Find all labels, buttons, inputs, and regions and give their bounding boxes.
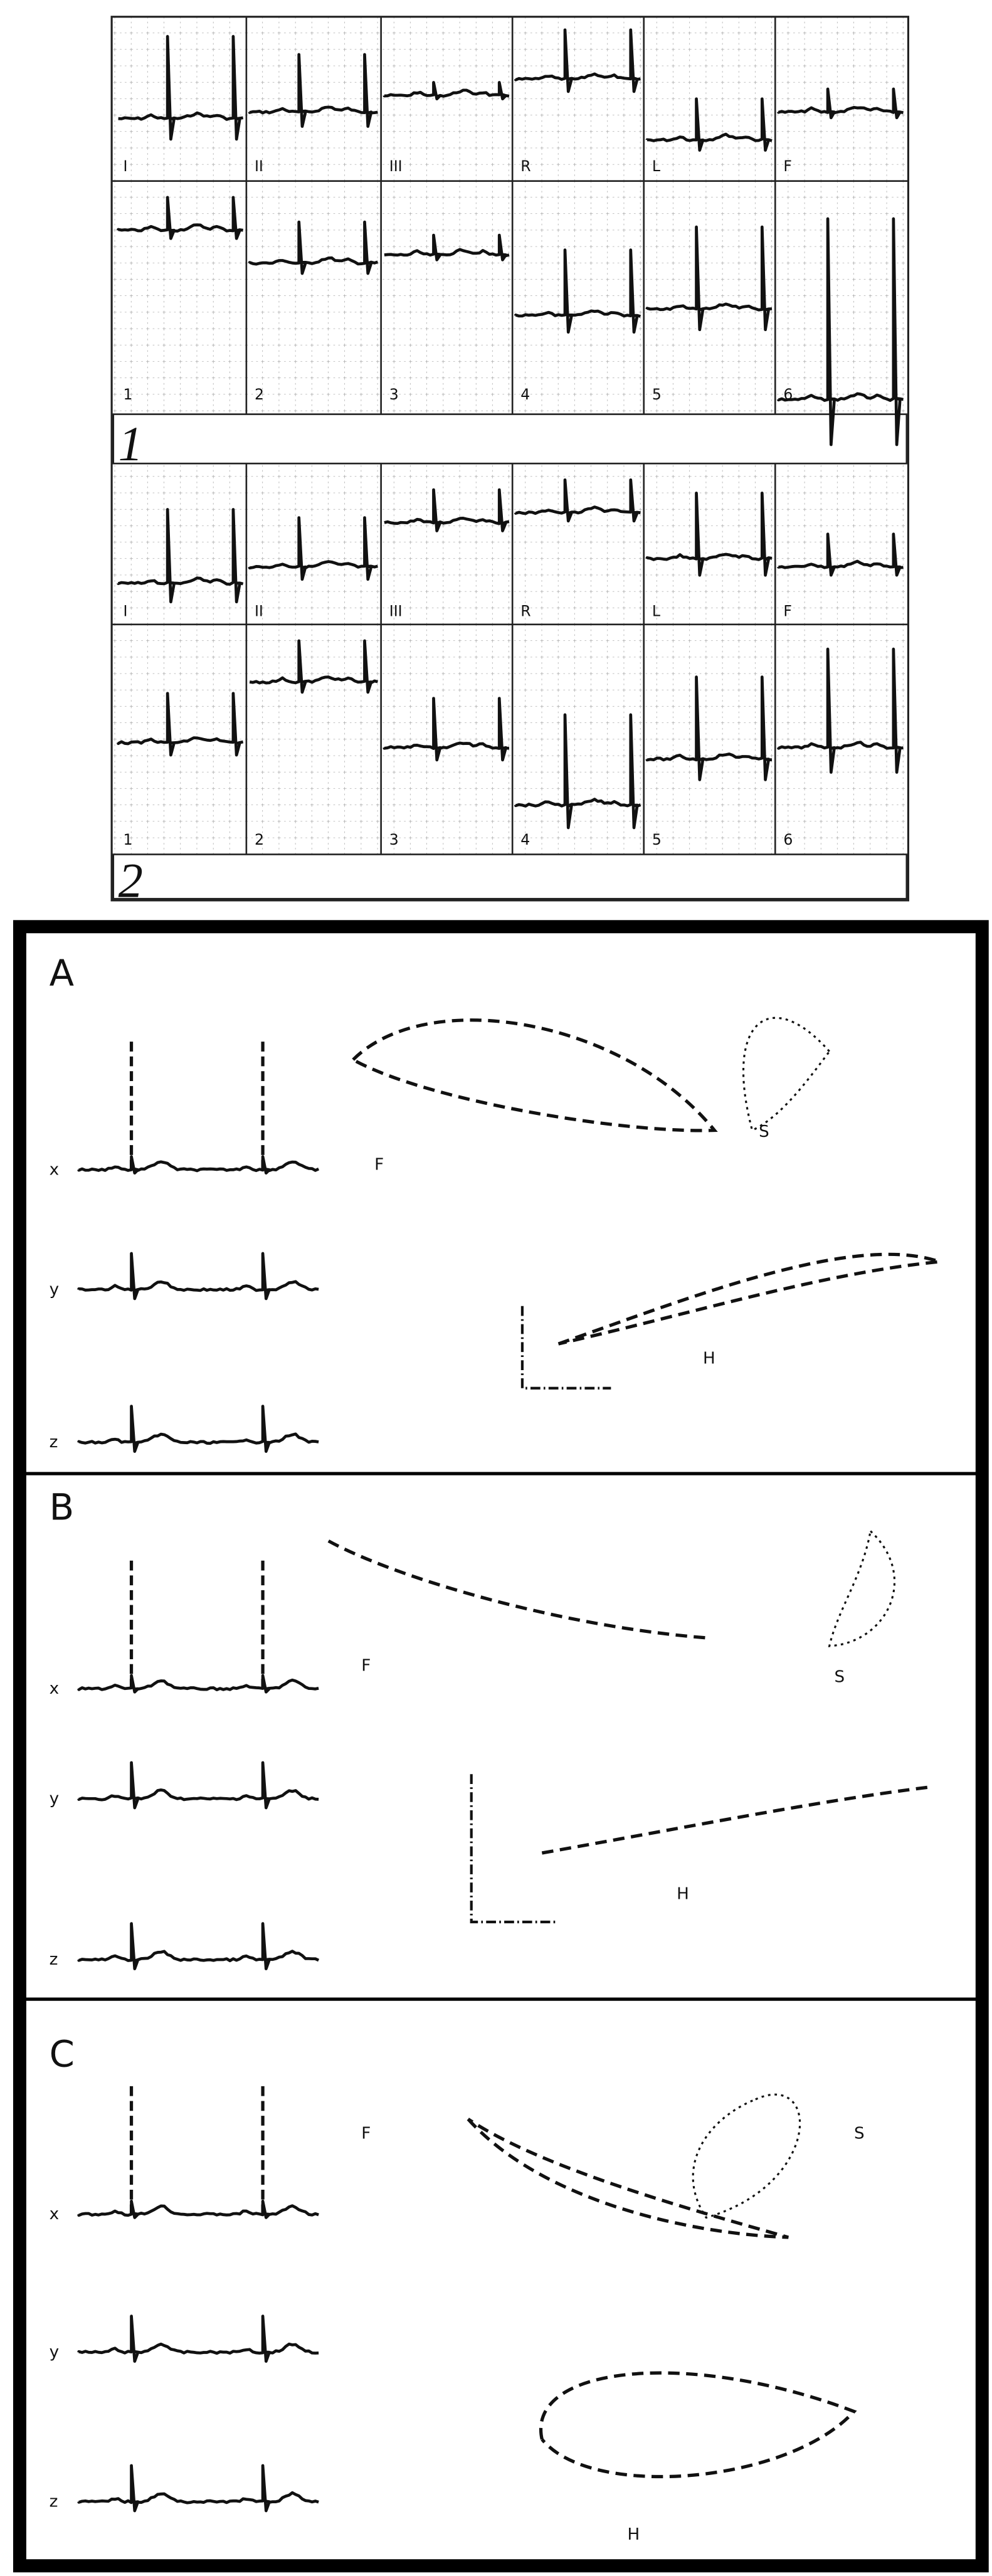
axes	[520, 1306, 611, 1390]
ecg-trace	[514, 713, 641, 830]
vector-loop	[557, 1252, 941, 1346]
scalar-trace	[77, 1252, 319, 1301]
loop-label: F	[361, 1656, 371, 1675]
ecg-trace	[777, 87, 904, 120]
panel-number: 1	[119, 416, 143, 471]
ecg-trace	[645, 225, 773, 332]
vector-loop	[539, 2371, 857, 2479]
vector-loop	[327, 1539, 707, 1640]
lead-label: II	[255, 603, 263, 620]
panel-letter: C	[50, 2034, 75, 2076]
lead-label: F	[783, 603, 792, 620]
ecg-trace	[249, 639, 378, 694]
scalar-trace	[77, 1761, 319, 1810]
axes	[470, 1774, 559, 1924]
lead-label: y	[50, 1280, 60, 1299]
ecg-trace	[514, 478, 641, 523]
loop-label: F	[361, 2125, 371, 2143]
vector-loop	[467, 2118, 789, 2239]
panel-letter: A	[50, 953, 74, 995]
lead-label: III	[389, 603, 403, 620]
ecg-trace	[645, 675, 773, 781]
lead-label: 5	[652, 386, 662, 403]
panel-number: 2	[119, 853, 143, 908]
loop-label: F	[374, 1155, 384, 1174]
lead-label: x	[50, 2205, 60, 2224]
lead-label: R	[520, 603, 530, 620]
ecg-trace	[514, 28, 641, 93]
lead-label: R	[520, 157, 530, 175]
ecg-trace	[777, 217, 904, 446]
lead-label: z	[50, 1950, 58, 1969]
lead-label: L	[652, 157, 660, 175]
loop-label: S	[759, 1122, 769, 1141]
vector-loop	[742, 1016, 830, 1132]
lead-label: 6	[783, 831, 793, 848]
panel-letter: B	[50, 1486, 75, 1528]
lead-label: 2	[255, 831, 264, 848]
lead-label: III	[389, 157, 403, 175]
lead-label: 5	[652, 831, 662, 848]
ecg-trace	[117, 508, 244, 604]
scalar-trace	[77, 1155, 320, 1175]
lead-label: 1	[123, 831, 132, 848]
scalar-trace	[77, 2199, 319, 2219]
loop-label: H	[677, 1884, 689, 1903]
panel-band	[112, 853, 908, 900]
scalar-trace	[77, 2315, 319, 2363]
ecg-trace	[384, 233, 510, 261]
lead-label: II	[255, 157, 263, 175]
ecg-trace	[645, 97, 773, 152]
ecg-trace	[248, 220, 379, 275]
lead-label: I	[123, 603, 127, 620]
ecg-trace	[118, 34, 243, 141]
lead-label: x	[50, 1160, 60, 1179]
ecg-trace	[384, 488, 510, 532]
lead-label: 2	[255, 386, 264, 403]
ecg-trace	[383, 81, 510, 101]
lead-label: x	[50, 1679, 60, 1698]
lead-label: z	[50, 2492, 58, 2511]
ecg-trace	[117, 692, 244, 757]
drawing: I II III R L F1 2 3 4 5 6I II III R L F1 2 3 4 5 612AxyzFSHB…	[50, 16, 941, 2544]
lead-label: z	[50, 1433, 58, 1452]
lead-label: y	[50, 1789, 60, 1808]
ecg-trace	[117, 196, 243, 240]
lead-label: 6	[783, 386, 793, 403]
ecg-trace	[248, 53, 378, 128]
lead-label: 3	[389, 386, 399, 403]
lead-label: y	[50, 2343, 60, 2362]
ecg-trace	[383, 697, 510, 762]
scalar-trace	[77, 1405, 319, 1453]
ecg-trace	[777, 647, 904, 774]
ecg-trace	[248, 516, 378, 581]
ecg-trace	[777, 532, 904, 577]
panel-band	[112, 413, 908, 465]
vector-loop	[541, 1785, 929, 1855]
lead-label: L	[652, 603, 660, 620]
lead-label: 4	[520, 386, 530, 403]
vcg-frame	[13, 920, 989, 2573]
loop-label: H	[628, 2525, 640, 2544]
scalar-trace	[77, 2464, 319, 2513]
scalar-trace	[77, 1674, 319, 1694]
lead-label: F	[783, 157, 792, 175]
loop-label: S	[835, 1668, 845, 1687]
scalar-trace	[77, 1922, 320, 1971]
loop-label: H	[703, 1349, 715, 1368]
lead-label: 4	[520, 831, 530, 848]
ecg-trace	[514, 248, 641, 334]
vector-loop	[352, 1018, 718, 1132]
lead-label: 1	[123, 386, 132, 403]
lead-label: I	[123, 157, 127, 175]
vector-loop	[692, 2093, 801, 2219]
loop-label: S	[854, 2125, 865, 2143]
ecg-trace	[645, 491, 773, 577]
lead-label: 3	[389, 831, 399, 848]
